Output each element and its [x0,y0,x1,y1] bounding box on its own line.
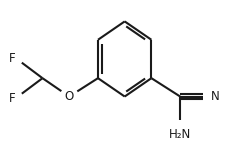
Text: F: F [9,52,16,65]
Text: F: F [9,92,16,105]
Text: N: N [211,90,220,103]
Text: O: O [65,90,74,103]
Text: H₂N: H₂N [169,128,191,141]
